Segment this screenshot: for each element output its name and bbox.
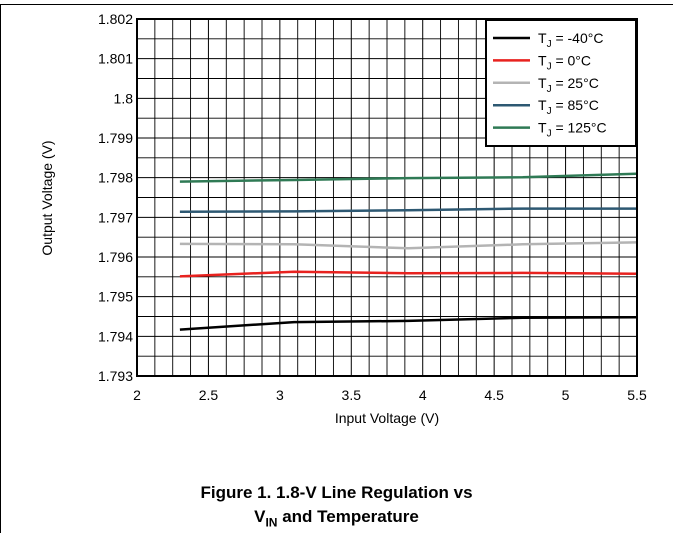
- x-tick-label: 5: [562, 387, 570, 403]
- y-tick-label: 1.798: [98, 170, 133, 186]
- caption-v-subscript: IN: [265, 515, 278, 530]
- page-frame-top-rule: [0, 4, 673, 5]
- y-axis-label: Output Voltage (V): [39, 140, 55, 255]
- x-tick-label: 4: [419, 387, 427, 403]
- figure-caption-line-2: VIN and Temperature: [0, 507, 673, 529]
- x-axis-tick-labels: 2 2.5 3 3.5 4 4.5 5 5.5: [133, 387, 647, 403]
- caption-line-2-rest: and Temperature: [277, 507, 419, 526]
- series-line-1: [179, 316, 638, 331]
- x-tick-label: 2.5: [199, 387, 219, 403]
- y-tick-label: 1.801: [98, 51, 133, 67]
- series-line-5: [179, 172, 638, 183]
- plot-area-border: [136, 18, 638, 377]
- legend-label-3: TJ = 25°C: [538, 75, 599, 95]
- y-axis-tick-labels: 1.793 1.794 1.795 1.796 1.797 1.798 1.799 1.8 1.…: [98, 11, 133, 384]
- legend-label-4: TJ = 85°C: [538, 97, 599, 117]
- y-tick-label: 1.797: [98, 209, 133, 225]
- y-tick-label: 1.795: [98, 289, 133, 305]
- figure-caption-line-1: Figure 1. 1.8-V Line Regulation vs: [200, 483, 473, 502]
- y-tick-label: 1.802: [98, 11, 133, 27]
- legend-label-5: TJ = 125°C: [538, 120, 607, 140]
- caption-v-main: V: [254, 507, 266, 526]
- y-tick-label: 1.793: [98, 368, 133, 384]
- x-tick-label: 4.5: [484, 387, 504, 403]
- y-tick-label: 1.799: [98, 130, 133, 146]
- x-tick-label: 5.5: [627, 387, 647, 403]
- legend-label-2: TJ = 0°C: [538, 52, 591, 72]
- x-axis-label: Input Voltage (V): [335, 410, 439, 426]
- page-frame-left-rule: [0, 4, 1, 533]
- y-tick-label: 1.794: [98, 328, 133, 344]
- line-chart: 2 2.5 3 3.5 4 4.5 5 5.5 1.7931.7941.7951.7961.7…: [39, 11, 647, 426]
- x-tick-label: 3: [276, 387, 284, 403]
- x-tick-label: 2: [133, 387, 141, 403]
- y-tick-label: 1.8: [114, 90, 134, 106]
- x-tick-label: 3.5: [342, 387, 362, 403]
- series-line-2: [179, 270, 638, 278]
- y-tick-label: 1.796: [98, 249, 133, 265]
- legend-label-1: TJ = -40°C: [538, 30, 603, 50]
- legend: TJ = -40°CTJ = 0°C TJ = 25°CTJ = 85°C TJ =…: [485, 19, 637, 147]
- series-line-4: [179, 207, 637, 214]
- series-line-3: [179, 241, 638, 250]
- series-lines: [179, 172, 638, 331]
